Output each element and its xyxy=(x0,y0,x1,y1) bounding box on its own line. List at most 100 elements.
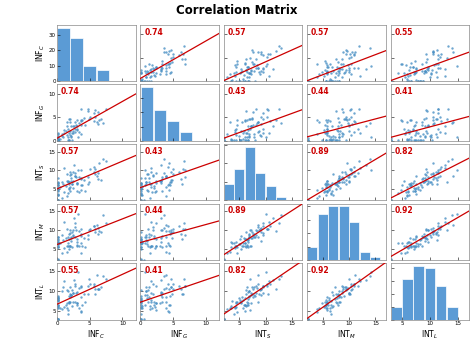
Point xyxy=(449,223,456,228)
Point xyxy=(143,179,150,185)
Point xyxy=(348,171,356,176)
Point xyxy=(180,291,187,297)
Point xyxy=(269,123,276,129)
Point xyxy=(345,172,353,178)
Point xyxy=(243,64,251,70)
Point xyxy=(71,282,79,287)
Point xyxy=(411,70,419,75)
Point xyxy=(70,163,78,168)
Point xyxy=(156,300,164,306)
Point xyxy=(137,191,145,197)
Point xyxy=(147,181,155,187)
Point xyxy=(65,137,73,143)
Point xyxy=(428,132,435,138)
Y-axis label: INT$_M$: INT$_M$ xyxy=(35,222,47,241)
Point xyxy=(149,172,157,178)
Point xyxy=(259,284,266,290)
Point xyxy=(253,285,261,291)
Point xyxy=(137,186,145,192)
Point xyxy=(71,127,79,132)
Point xyxy=(54,179,61,185)
Point xyxy=(257,225,265,231)
Point xyxy=(254,299,262,305)
Point xyxy=(254,49,262,55)
Y-axis label: INT$_S$: INT$_S$ xyxy=(35,163,47,181)
Point xyxy=(336,137,343,143)
Point xyxy=(304,137,311,143)
Point xyxy=(85,179,92,184)
Point xyxy=(64,137,72,143)
Point xyxy=(240,128,247,134)
Point xyxy=(245,123,252,129)
Point xyxy=(323,130,331,136)
Point xyxy=(430,174,438,179)
Point xyxy=(275,43,283,49)
Point xyxy=(157,278,165,283)
Point xyxy=(355,170,362,175)
Point xyxy=(434,224,442,229)
Point xyxy=(249,294,257,300)
Point xyxy=(325,137,333,143)
Point xyxy=(412,185,419,190)
Point xyxy=(328,180,335,185)
Point xyxy=(259,220,266,226)
Point xyxy=(417,78,424,83)
Point xyxy=(147,169,155,175)
Point xyxy=(158,174,166,180)
Point xyxy=(137,295,145,301)
Point xyxy=(433,237,440,243)
Point xyxy=(256,226,264,232)
Point xyxy=(429,171,437,176)
Point xyxy=(220,78,228,83)
Point xyxy=(429,176,437,182)
Point xyxy=(220,316,228,322)
Bar xyxy=(402,279,413,320)
Point xyxy=(82,299,89,305)
Point xyxy=(345,62,352,68)
Point xyxy=(137,197,145,203)
Point xyxy=(409,189,417,194)
Point xyxy=(77,231,84,237)
Point xyxy=(72,290,79,296)
Point xyxy=(254,224,262,229)
Point xyxy=(94,121,101,127)
Point xyxy=(102,158,109,164)
Point xyxy=(70,232,77,238)
Point xyxy=(242,302,249,307)
Point xyxy=(143,75,150,80)
Point xyxy=(263,211,270,217)
Point xyxy=(137,304,145,310)
Point xyxy=(180,166,187,172)
Point xyxy=(247,67,255,73)
Point xyxy=(407,181,414,186)
Point xyxy=(434,127,442,132)
Point xyxy=(80,235,88,241)
Point xyxy=(403,71,410,76)
Point xyxy=(73,180,81,185)
Point xyxy=(158,180,165,185)
Point xyxy=(153,64,160,69)
Point xyxy=(180,226,187,232)
Point xyxy=(137,175,145,181)
Point xyxy=(66,189,73,194)
Point xyxy=(355,276,362,282)
Point xyxy=(166,243,173,249)
Point xyxy=(85,116,92,121)
Bar xyxy=(328,206,338,260)
Point xyxy=(247,68,255,74)
Point xyxy=(399,118,406,124)
Point xyxy=(66,243,73,248)
Point xyxy=(181,232,188,238)
Point xyxy=(323,189,330,195)
Point xyxy=(147,78,155,83)
Point xyxy=(68,244,76,250)
Text: 0.57: 0.57 xyxy=(61,207,80,215)
Point xyxy=(422,129,429,134)
Text: 0.41: 0.41 xyxy=(144,266,163,275)
Point xyxy=(434,220,442,226)
Point xyxy=(54,234,61,240)
Point xyxy=(146,67,154,73)
X-axis label: INF$_G$: INF$_G$ xyxy=(171,328,189,341)
Point xyxy=(234,118,241,123)
Point xyxy=(320,127,328,133)
